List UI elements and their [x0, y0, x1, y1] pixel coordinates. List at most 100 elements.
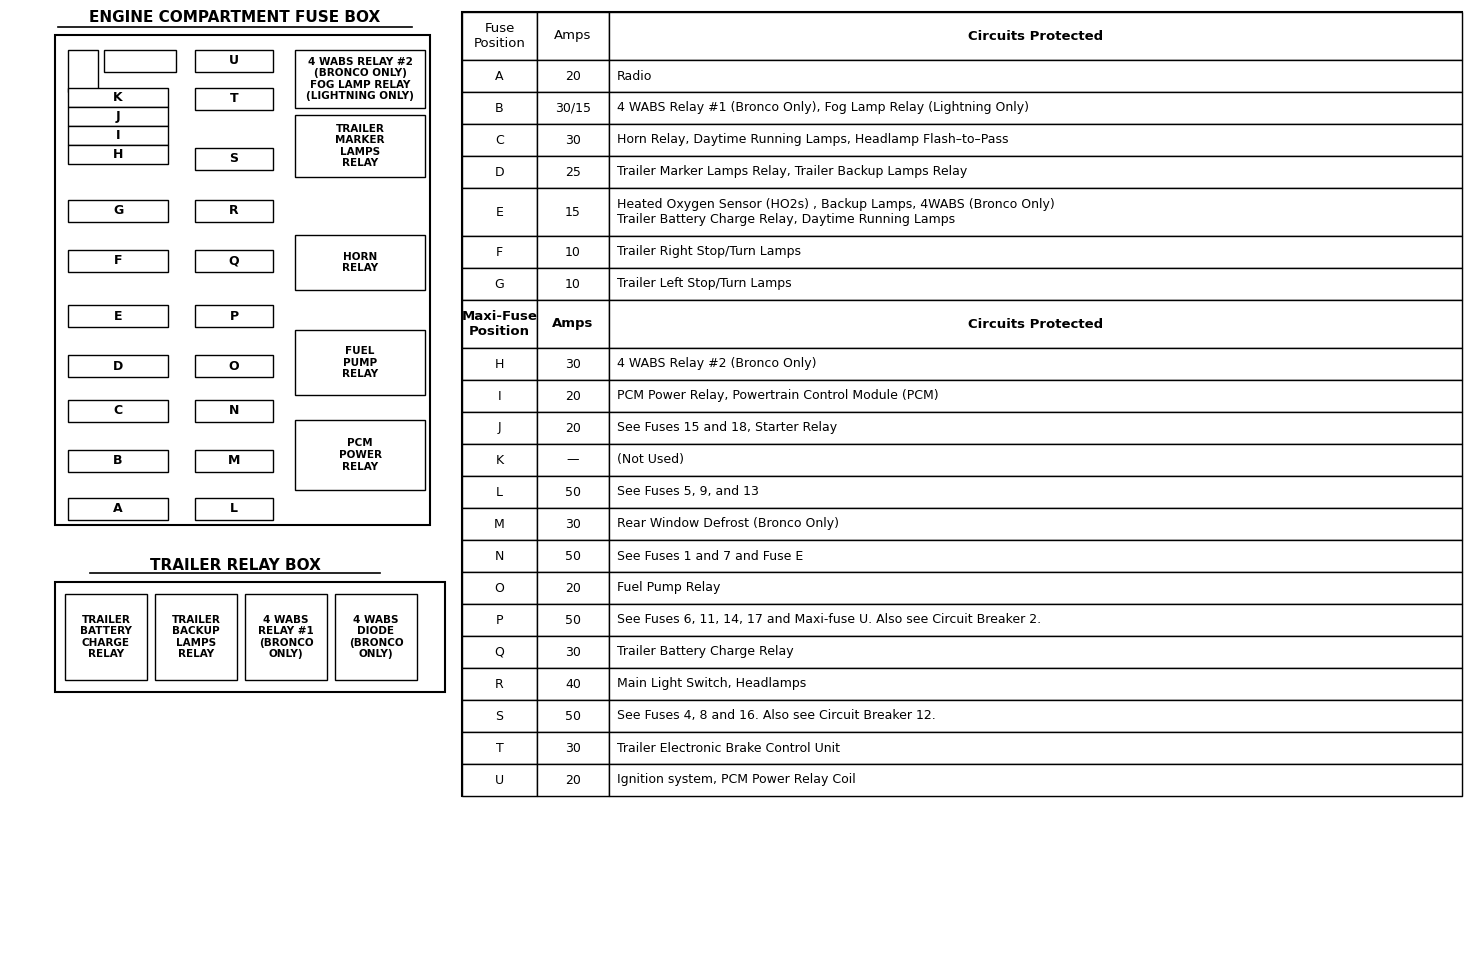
Bar	[537, 380, 609, 412]
Bar	[537, 508, 609, 540]
Text: 50: 50	[565, 549, 581, 563]
Text: Trailer Battery Charge Relay: Trailer Battery Charge Relay	[617, 645, 793, 659]
Text: M: M	[495, 517, 505, 531]
Bar	[462, 444, 537, 476]
Bar	[537, 236, 609, 268]
Bar	[537, 668, 609, 700]
Text: Radio: Radio	[617, 69, 652, 83]
Text: Circuits Protected: Circuits Protected	[969, 318, 1103, 330]
Text: Rear Window Defrost (Bronco Only): Rear Window Defrost (Bronco Only)	[617, 517, 839, 531]
Bar	[194, 450, 272, 472]
Text: 20: 20	[565, 582, 581, 594]
Text: K: K	[496, 453, 503, 467]
Text: 20: 20	[565, 390, 581, 402]
Bar	[68, 145, 168, 164]
Bar	[294, 420, 425, 490]
Bar	[68, 498, 168, 520]
Text: N: N	[495, 549, 505, 563]
Bar	[537, 12, 609, 60]
Bar	[462, 156, 537, 188]
Text: O: O	[495, 582, 505, 594]
Bar	[68, 50, 99, 92]
Text: Q: Q	[228, 254, 240, 268]
Bar	[462, 12, 537, 60]
Text: Trailer Marker Lamps Relay, Trailer Backup Lamps Relay: Trailer Marker Lamps Relay, Trailer Back…	[617, 165, 967, 179]
Bar	[194, 88, 272, 110]
Bar	[54, 582, 445, 692]
Text: 4 WABS Relay #1 (Bronco Only), Fog Lamp Relay (Lightning Only): 4 WABS Relay #1 (Bronco Only), Fog Lamp …	[617, 102, 1029, 114]
Text: See Fuses 5, 9, and 13: See Fuses 5, 9, and 13	[617, 486, 760, 498]
Bar	[537, 636, 609, 668]
Bar	[462, 412, 537, 444]
Text: (Not Used): (Not Used)	[617, 453, 684, 467]
Text: TRAILER
BATTERY
CHARGE
RELAY: TRAILER BATTERY CHARGE RELAY	[79, 614, 132, 660]
Bar	[68, 200, 168, 222]
Text: See Fuses 4, 8 and 16. Also see Circuit Breaker 12.: See Fuses 4, 8 and 16. Also see Circuit …	[617, 709, 936, 723]
Text: Main Light Switch, Headlamps: Main Light Switch, Headlamps	[617, 678, 807, 690]
Text: A: A	[495, 69, 503, 83]
Text: H: H	[113, 148, 124, 161]
Text: R: R	[495, 678, 503, 690]
Bar	[537, 604, 609, 636]
Bar	[537, 60, 609, 92]
Text: 10: 10	[565, 246, 581, 258]
Text: Ignition system, PCM Power Relay Coil: Ignition system, PCM Power Relay Coil	[617, 774, 855, 786]
Bar	[609, 636, 1462, 668]
Bar	[294, 115, 425, 177]
Bar	[462, 540, 537, 572]
Bar	[462, 300, 537, 348]
Text: 30: 30	[565, 741, 581, 755]
Bar	[537, 444, 609, 476]
Text: C: C	[495, 133, 503, 147]
Bar	[105, 50, 177, 72]
Text: T: T	[496, 741, 503, 755]
Text: HORN
RELAY: HORN RELAY	[342, 252, 378, 274]
Text: TRAILER
MARKER
LAMPS
RELAY: TRAILER MARKER LAMPS RELAY	[336, 124, 384, 168]
Text: 30: 30	[565, 133, 581, 147]
Text: U: U	[230, 55, 238, 67]
Text: F: F	[496, 246, 503, 258]
Bar	[68, 126, 168, 145]
Text: G: G	[113, 204, 124, 218]
Text: D: D	[113, 359, 124, 372]
Text: D: D	[495, 165, 505, 179]
Bar	[194, 498, 272, 520]
Text: J: J	[116, 110, 121, 123]
Bar	[537, 188, 609, 236]
Text: PCM
POWER
RELAY: PCM POWER RELAY	[339, 439, 381, 471]
Bar	[537, 268, 609, 300]
Text: I: I	[116, 129, 121, 142]
Text: See Fuses 15 and 18, Starter Relay: See Fuses 15 and 18, Starter Relay	[617, 421, 838, 435]
Text: Trailer Electronic Brake Control Unit: Trailer Electronic Brake Control Unit	[617, 741, 841, 755]
Bar	[462, 508, 537, 540]
Bar	[609, 444, 1462, 476]
Text: I: I	[498, 390, 502, 402]
Bar	[537, 300, 609, 348]
Bar	[462, 236, 537, 268]
Bar	[244, 594, 327, 680]
Text: Amps: Amps	[555, 30, 592, 42]
Text: H: H	[495, 357, 505, 371]
Text: S: S	[496, 709, 503, 723]
Bar	[609, 188, 1462, 236]
Text: 30: 30	[565, 645, 581, 659]
Bar	[609, 764, 1462, 796]
Text: FUEL
PUMP
RELAY: FUEL PUMP RELAY	[342, 346, 378, 379]
Bar	[194, 250, 272, 272]
Bar	[609, 60, 1462, 92]
Text: Trailer Right Stop/Turn Lamps: Trailer Right Stop/Turn Lamps	[617, 246, 801, 258]
Bar	[537, 476, 609, 508]
Bar	[194, 200, 272, 222]
Bar	[462, 124, 537, 156]
Text: F: F	[113, 254, 122, 268]
Bar	[609, 604, 1462, 636]
Text: G: G	[495, 277, 505, 291]
Text: 10: 10	[565, 277, 581, 291]
Text: Fuse
Position: Fuse Position	[474, 22, 526, 50]
Bar	[194, 400, 272, 422]
Bar	[609, 700, 1462, 732]
Bar	[609, 300, 1462, 348]
Text: M: M	[228, 454, 240, 468]
Text: O: O	[228, 359, 240, 372]
Bar	[194, 50, 272, 72]
